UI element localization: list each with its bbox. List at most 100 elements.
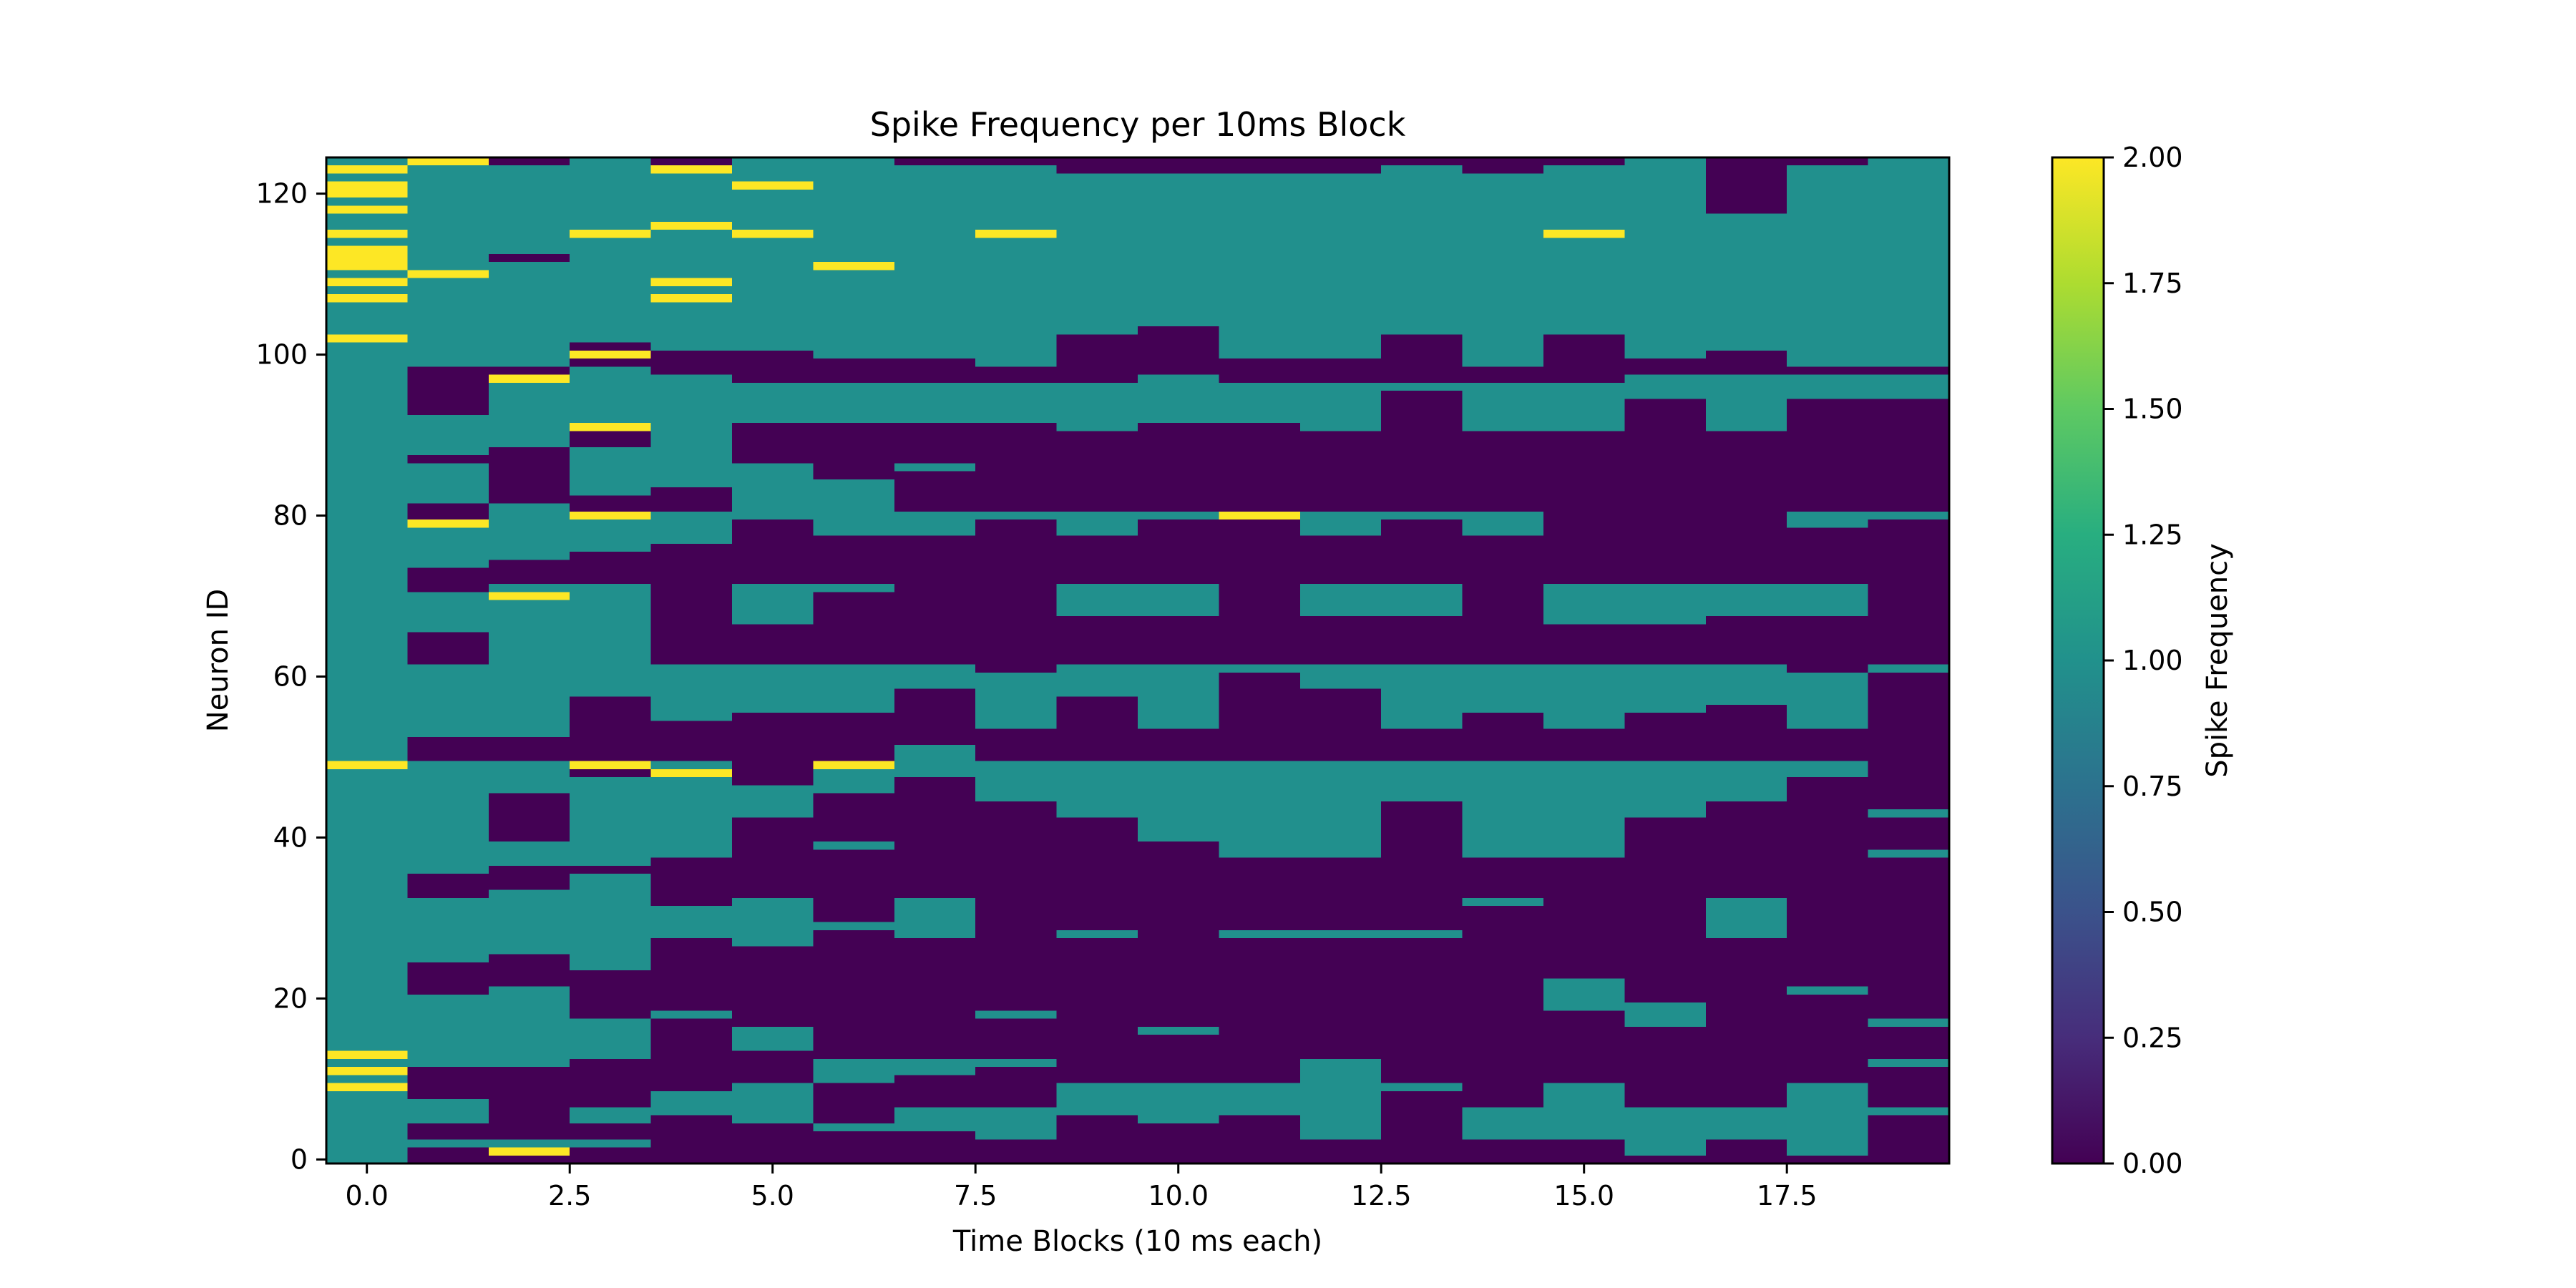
heatmap-cell [732, 382, 814, 424]
heatmap-cell [1462, 664, 1543, 713]
heatmap-cell [1543, 584, 1625, 625]
heatmap-cell [407, 519, 489, 528]
heatmap-cell [407, 463, 489, 504]
heatmap-cell [407, 157, 489, 166]
heatmap-cell [1299, 664, 1382, 689]
colorbar-tick-label: 0.25 [2122, 1022, 2183, 1053]
heatmap-cell [650, 374, 732, 488]
heatmap-cell [975, 382, 1057, 424]
heatmap-cell [1381, 1083, 1463, 1091]
heatmap-cell [570, 519, 651, 552]
heatmap-cell [1624, 584, 1706, 625]
heatmap-cell [732, 230, 814, 238]
heatmap-cell [894, 463, 976, 472]
heatmap-cell [1868, 157, 1949, 367]
heatmap-cell [1381, 664, 1463, 729]
heatmap-cell [407, 1099, 489, 1123]
heatmap-cell [1462, 761, 1543, 858]
y-tick-label: 40 [273, 821, 308, 853]
heatmap-cell [570, 230, 651, 238]
heatmap-cell [1381, 165, 1463, 335]
heatmap-cell [407, 592, 489, 633]
heatmap-cell [407, 1139, 489, 1148]
heatmap-cell [488, 1147, 570, 1156]
heatmap-cell [1868, 1018, 1949, 1027]
heatmap-cell [326, 278, 408, 286]
heatmap-cell [813, 1058, 894, 1083]
heatmap-cell [650, 769, 732, 778]
heatmap-cell [1056, 761, 1138, 818]
heatmap-cell [488, 165, 570, 254]
heatmap-cell [1787, 672, 1868, 729]
heatmap-cell [1543, 664, 1625, 729]
heatmap-cell [407, 994, 489, 1068]
x-tick-label: 2.5 [548, 1180, 591, 1211]
heatmap-cell [732, 1026, 814, 1051]
heatmap-cell [650, 511, 732, 544]
heatmap-cell [894, 1058, 976, 1075]
heatmap-cell [407, 165, 489, 367]
heatmap-cell [1705, 374, 1787, 431]
x-tick-label: 17.5 [1757, 1180, 1818, 1211]
heatmap-cell [1705, 584, 1787, 617]
colorbar-ticks: 0.00 0.25 0.50 0.75 1.00 1.25 1.50 1.75 2.00 [2104, 142, 2183, 1179]
heatmap-cell [488, 841, 570, 866]
heatmap-cell [732, 463, 814, 520]
heatmap-cell [488, 889, 570, 955]
heatmap-cell [975, 165, 1057, 367]
heatmap-cell [326, 245, 408, 270]
heatmap-cell [1868, 1107, 1949, 1116]
heatmap-cell [570, 511, 651, 520]
heatmap-cell [894, 1107, 976, 1132]
heatmap-cell [650, 173, 732, 351]
heatmap-cell [1868, 664, 1949, 673]
heatmap-cell [1462, 1107, 1543, 1140]
heatmap-cell [650, 1010, 732, 1019]
heatmap-cell [1705, 897, 1787, 939]
heatmap-cell [813, 584, 894, 592]
heatmap-cell [1299, 173, 1382, 359]
y-axis-ticks: 0 20 40 60 80 100 120 [255, 178, 326, 1175]
heatmap-cell [570, 157, 651, 343]
heatmap-cell [570, 1107, 651, 1123]
heatmap-cell [570, 350, 651, 359]
heatmap-cell [1299, 761, 1382, 858]
heatmap-cell [732, 664, 814, 713]
heatmap-cell [326, 157, 408, 1163]
heatmap-cell [1381, 382, 1463, 391]
x-axis-ticks: 0.0 2.5 5.0 7.5 10.0 12.5 15.0 17.5 [345, 1163, 1818, 1211]
heatmap-cell [813, 761, 894, 769]
heatmap-cell [1543, 382, 1625, 431]
colorbar-tick-label: 0.75 [2122, 771, 2183, 802]
heatmap-cell [488, 761, 570, 794]
heatmap-cell [1787, 374, 1868, 399]
heatmap-cell [732, 584, 814, 625]
heatmap-cell [1219, 511, 1300, 520]
y-tick-label: 20 [273, 982, 308, 1014]
heatmap-cell [813, 479, 894, 536]
heatmap-cell [326, 165, 408, 174]
heatmap-cell [1868, 849, 1949, 858]
heatmap-cell [650, 165, 732, 174]
heatmap-cell [1868, 1058, 1949, 1068]
heatmap-cell [813, 1123, 894, 1132]
heatmap-cell [1787, 761, 1868, 778]
heatmap-cell [813, 664, 894, 713]
x-tick-label: 12.5 [1351, 1180, 1412, 1211]
heatmap-cell [1624, 374, 1706, 399]
heatmap-cell [1787, 165, 1868, 367]
heatmap-cell [1787, 1083, 1868, 1156]
heatmap-cell [1138, 1026, 1219, 1035]
heatmap-cell [407, 897, 489, 962]
heatmap-cell [326, 181, 408, 198]
heatmap-cell [1462, 382, 1543, 431]
heatmap-cell [813, 382, 894, 424]
heatmap-cell [894, 745, 976, 778]
heatmap-cell [894, 165, 976, 359]
heatmap-cell [326, 1067, 408, 1075]
y-tick-label: 80 [273, 500, 308, 532]
heatmap-cell [1787, 986, 1868, 995]
colorbar-tick-label: 0.50 [2122, 897, 2183, 928]
heatmap-cell [1787, 511, 1868, 528]
heatmap-cell [975, 230, 1057, 238]
